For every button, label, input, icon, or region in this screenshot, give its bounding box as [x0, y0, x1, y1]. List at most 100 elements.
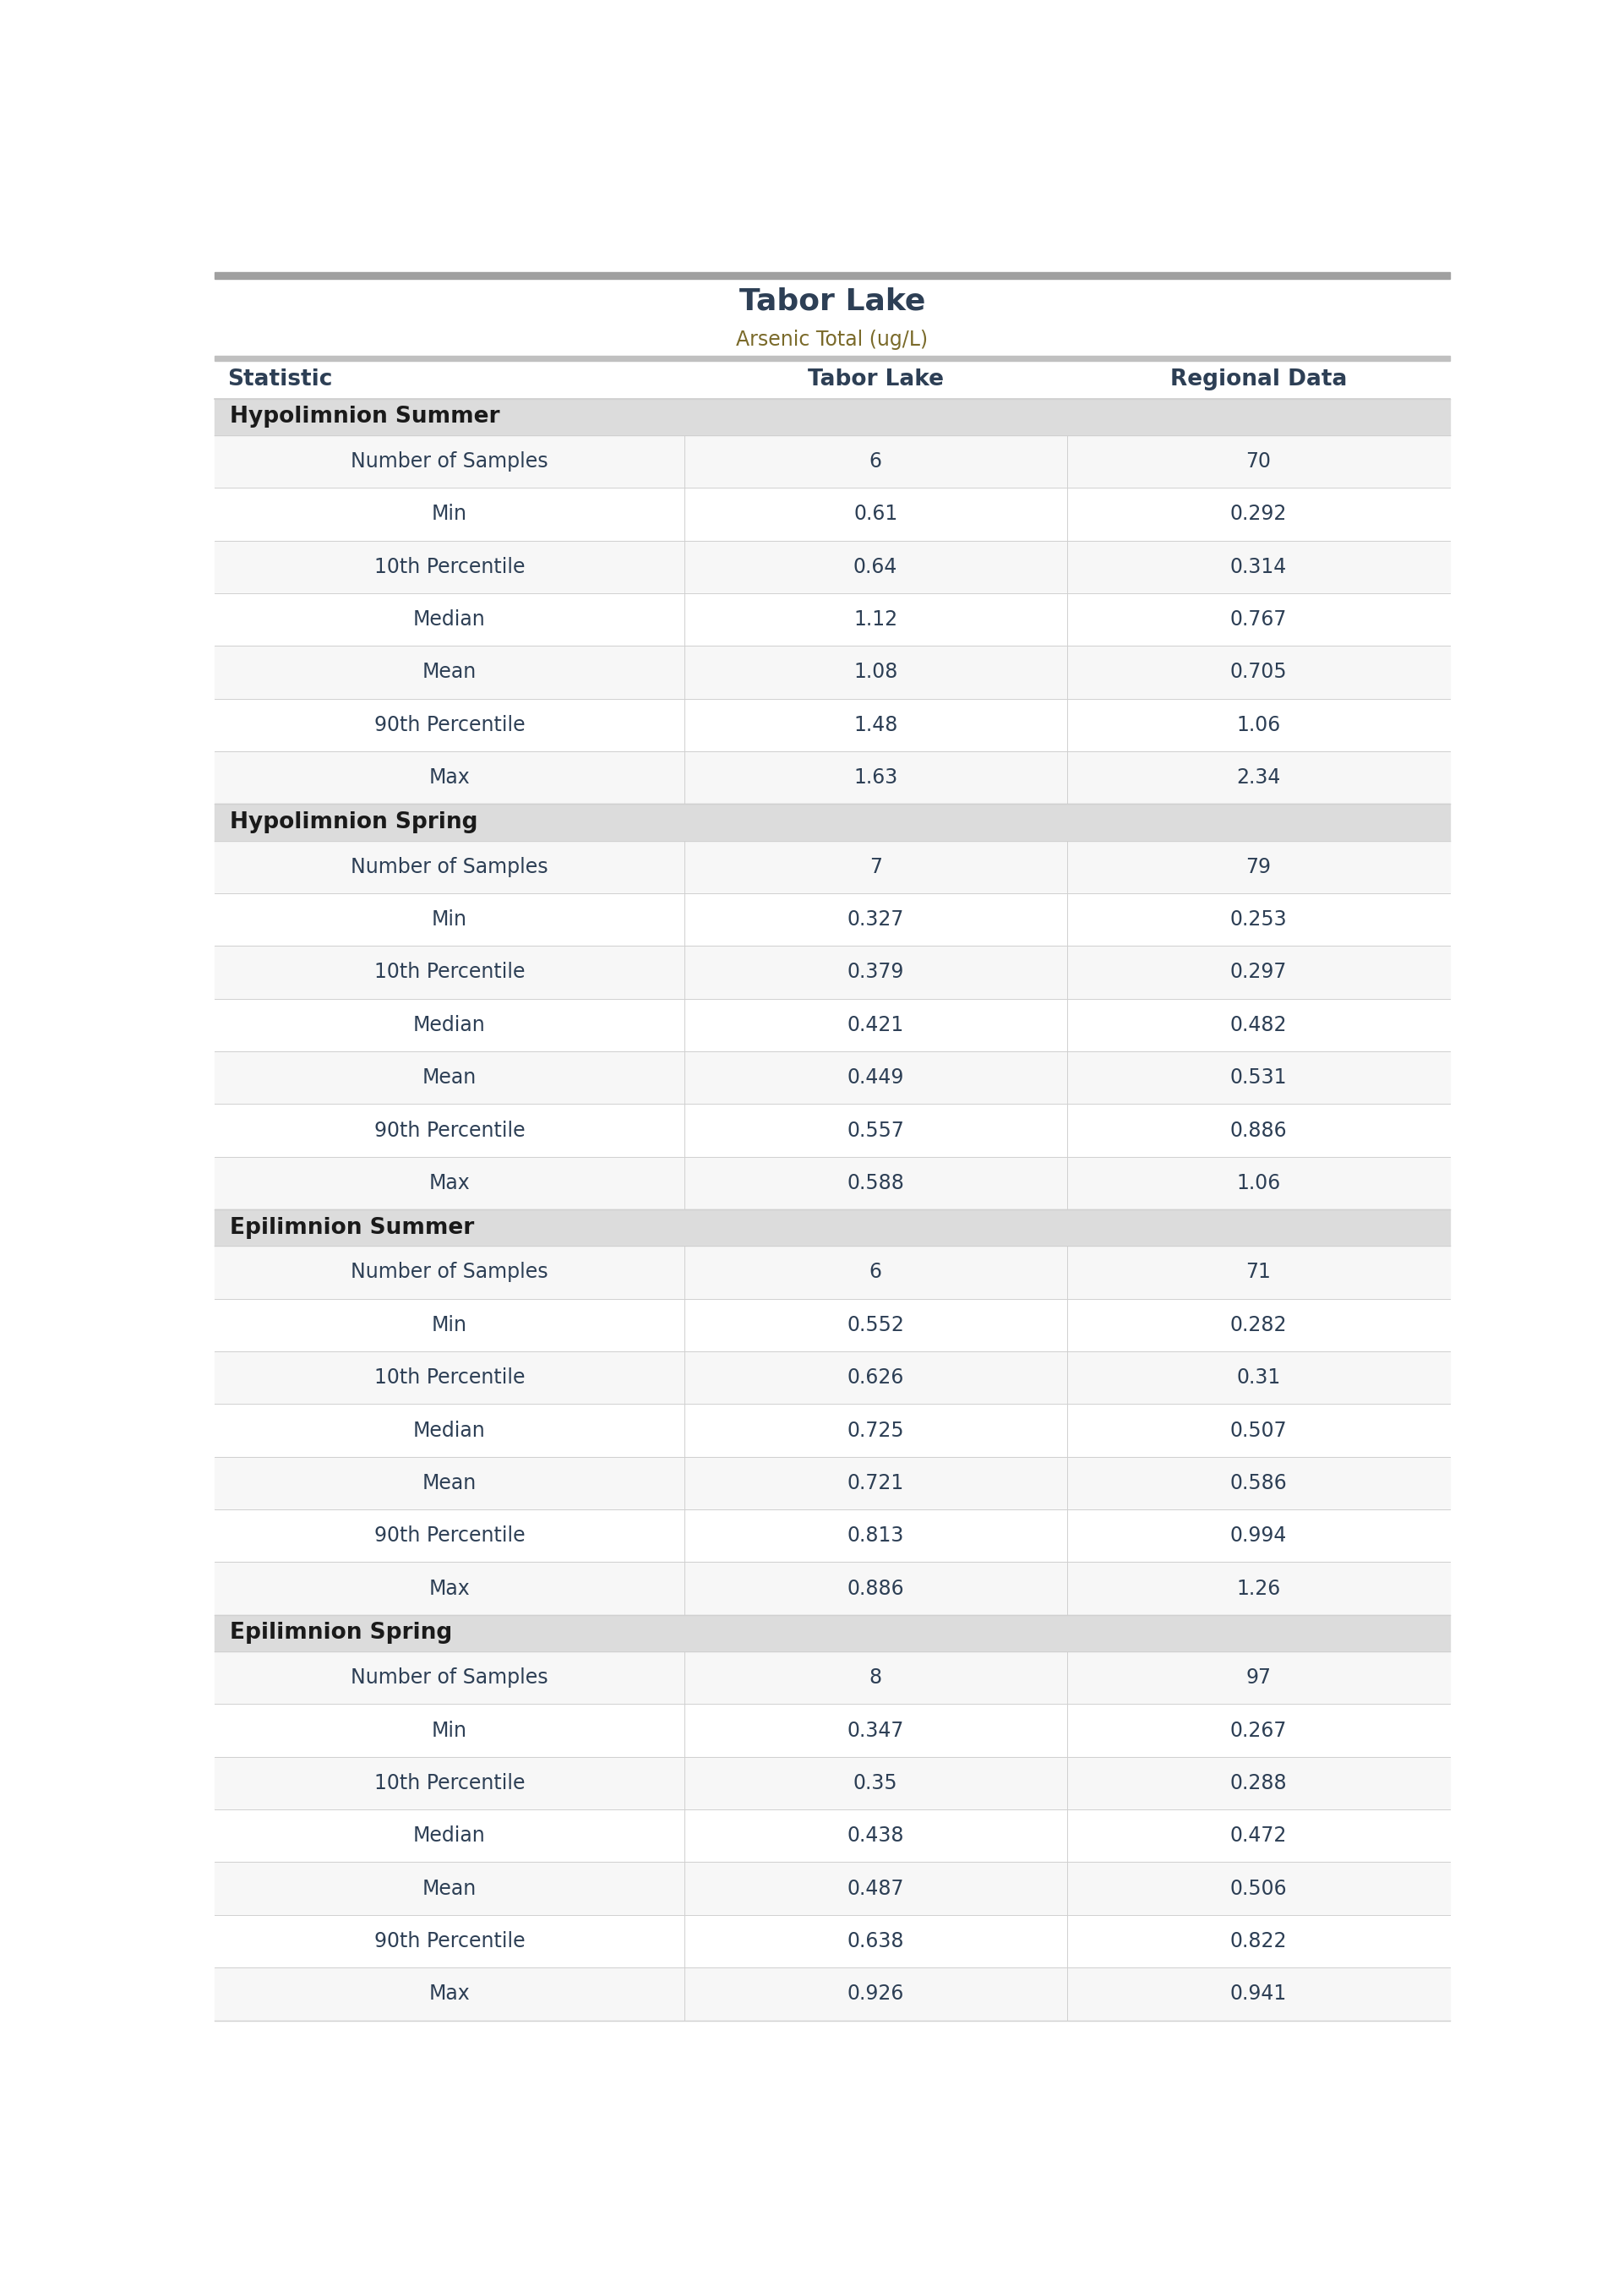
Text: 90th Percentile: 90th Percentile	[374, 1525, 525, 1546]
Bar	[214, 1210, 1450, 1246]
Text: Epilimnion Spring: Epilimnion Spring	[231, 1623, 453, 1643]
Bar	[214, 1405, 1450, 1457]
Text: 0.552: 0.552	[846, 1314, 905, 1335]
Text: 0.421: 0.421	[848, 1015, 905, 1035]
Text: 97: 97	[1246, 1668, 1272, 1689]
Text: 8: 8	[869, 1668, 882, 1689]
Bar	[214, 1510, 1450, 1562]
Text: Statistic: Statistic	[227, 368, 333, 390]
Text: 0.638: 0.638	[848, 1932, 905, 1952]
Bar	[214, 540, 1450, 592]
Text: 0.767: 0.767	[1229, 608, 1286, 629]
Text: 2.34: 2.34	[1236, 767, 1280, 788]
Text: 0.994: 0.994	[1229, 1525, 1286, 1546]
Bar	[214, 1298, 1450, 1351]
Text: 0.886: 0.886	[1229, 1121, 1286, 1140]
Text: 0.506: 0.506	[1229, 1877, 1286, 1898]
Text: 0.472: 0.472	[1229, 1825, 1286, 1846]
Bar	[214, 400, 1450, 436]
Text: 1.06: 1.06	[1236, 715, 1280, 735]
Bar	[214, 892, 1450, 947]
Text: Median: Median	[412, 1015, 486, 1035]
Text: Min: Min	[432, 1314, 468, 1335]
Bar	[214, 1103, 1450, 1158]
Bar	[214, 999, 1450, 1051]
Text: Regional Data: Regional Data	[1169, 368, 1346, 390]
Text: 0.941: 0.941	[1229, 1984, 1286, 2004]
Text: 1.26: 1.26	[1236, 1578, 1280, 1598]
Text: Median: Median	[412, 1825, 486, 1846]
Bar	[214, 1246, 1450, 1298]
Text: 7: 7	[869, 856, 882, 876]
Bar	[214, 1705, 1450, 1757]
Text: 0.267: 0.267	[1229, 1721, 1286, 1741]
Text: Mean: Mean	[422, 1067, 476, 1087]
Text: Number of Samples: Number of Samples	[351, 856, 549, 876]
Bar	[214, 436, 1450, 488]
Text: 0.822: 0.822	[1229, 1932, 1286, 1952]
Text: 71: 71	[1246, 1262, 1272, 1283]
Bar	[214, 1757, 1450, 1809]
Text: 0.487: 0.487	[848, 1877, 905, 1898]
Bar	[214, 804, 1450, 840]
Bar	[214, 1457, 1450, 1510]
Text: Median: Median	[412, 608, 486, 629]
Bar	[214, 1614, 1450, 1650]
Bar	[214, 1351, 1450, 1405]
Text: 1.06: 1.06	[1236, 1174, 1280, 1194]
Text: 1.12: 1.12	[854, 608, 898, 629]
Text: 0.379: 0.379	[848, 962, 905, 983]
Text: 0.586: 0.586	[1229, 1473, 1286, 1494]
Bar	[214, 751, 1450, 804]
Text: 90th Percentile: 90th Percentile	[374, 1121, 525, 1140]
Text: 0.253: 0.253	[1229, 910, 1286, 931]
Text: Min: Min	[432, 1721, 468, 1741]
Text: Arsenic Total (ug/L): Arsenic Total (ug/L)	[736, 329, 929, 350]
Text: 10th Percentile: 10th Percentile	[374, 1773, 525, 1793]
Text: Mean: Mean	[422, 663, 476, 683]
Text: 0.292: 0.292	[1229, 504, 1286, 524]
Text: Tabor Lake: Tabor Lake	[739, 288, 926, 316]
Text: Hypolimnion Summer: Hypolimnion Summer	[231, 406, 500, 427]
Text: 6: 6	[869, 452, 882, 472]
Text: 0.35: 0.35	[853, 1773, 898, 1793]
Text: 70: 70	[1246, 452, 1272, 472]
Text: 6: 6	[869, 1262, 882, 1283]
Bar	[214, 840, 1450, 892]
Text: 0.288: 0.288	[1229, 1773, 1286, 1793]
Text: 0.626: 0.626	[848, 1367, 905, 1387]
Bar	[214, 592, 1450, 647]
Text: 79: 79	[1246, 856, 1272, 876]
Text: 0.438: 0.438	[848, 1825, 905, 1846]
Text: Max: Max	[429, 1174, 469, 1194]
Text: 1.63: 1.63	[854, 767, 898, 788]
Bar	[214, 1051, 1450, 1103]
Text: 0.721: 0.721	[848, 1473, 905, 1494]
Text: 1.08: 1.08	[853, 663, 898, 683]
Text: 0.314: 0.314	[1229, 556, 1286, 577]
Text: 10th Percentile: 10th Percentile	[374, 556, 525, 577]
Bar	[214, 1650, 1450, 1705]
Text: 0.31: 0.31	[1236, 1367, 1280, 1387]
Text: 0.926: 0.926	[848, 1984, 905, 2004]
Text: 0.297: 0.297	[1229, 962, 1286, 983]
Text: Number of Samples: Number of Samples	[351, 452, 549, 472]
Text: Max: Max	[429, 1578, 469, 1598]
Bar	[214, 361, 1450, 400]
Text: Max: Max	[429, 767, 469, 788]
Text: 0.557: 0.557	[846, 1121, 905, 1140]
Text: 0.813: 0.813	[848, 1525, 905, 1546]
Text: 1.48: 1.48	[853, 715, 898, 735]
Bar	[214, 488, 1450, 540]
Text: 0.588: 0.588	[846, 1174, 905, 1194]
Text: Hypolimnion Spring: Hypolimnion Spring	[231, 810, 477, 833]
Text: 90th Percentile: 90th Percentile	[374, 715, 525, 735]
Bar	[214, 356, 1450, 361]
Bar	[214, 1562, 1450, 1614]
Text: Number of Samples: Number of Samples	[351, 1668, 549, 1689]
Bar	[214, 1809, 1450, 1861]
Text: 0.531: 0.531	[1229, 1067, 1286, 1087]
Text: Mean: Mean	[422, 1473, 476, 1494]
Text: 10th Percentile: 10th Percentile	[374, 1367, 525, 1387]
Text: 90th Percentile: 90th Percentile	[374, 1932, 525, 1952]
